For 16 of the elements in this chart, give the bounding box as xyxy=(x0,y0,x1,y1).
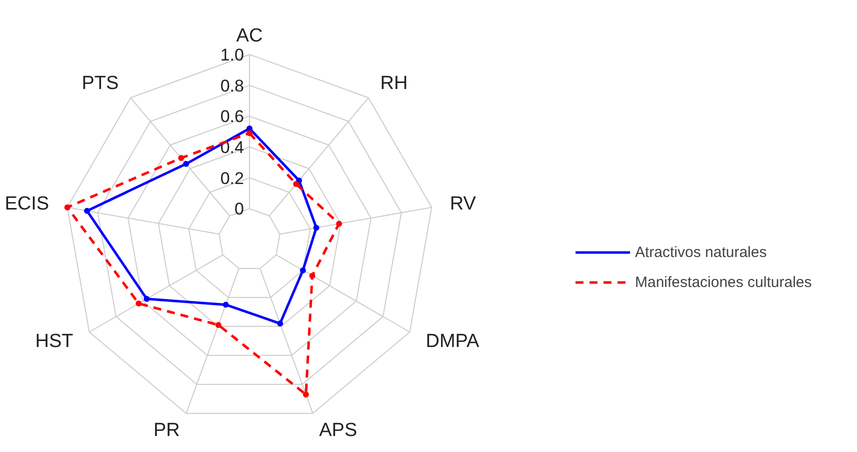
spoke-label: DMPA xyxy=(426,330,480,352)
spoke-label: ECIS xyxy=(4,194,50,215)
y-tick-label: 0.6 xyxy=(220,107,244,126)
spoke-label: RV xyxy=(450,194,476,215)
y-tick-label: 0.8 xyxy=(220,76,244,96)
legend-label: Manifestaciones culturales xyxy=(635,274,812,290)
spoke-label: RH xyxy=(380,73,408,94)
y-tick-label: 1.0 xyxy=(220,46,244,64)
spoke-label: HST xyxy=(35,330,74,352)
spoke-label: PTS xyxy=(82,73,119,94)
legend-label: Atractivos naturales xyxy=(635,244,767,260)
y-tick-label: 0 xyxy=(234,200,244,219)
spoke-label: PR xyxy=(154,420,180,442)
spoke-label: APS xyxy=(319,420,358,442)
y-tick-label: 0.2 xyxy=(220,168,244,188)
spoke-label: AC xyxy=(236,26,263,46)
